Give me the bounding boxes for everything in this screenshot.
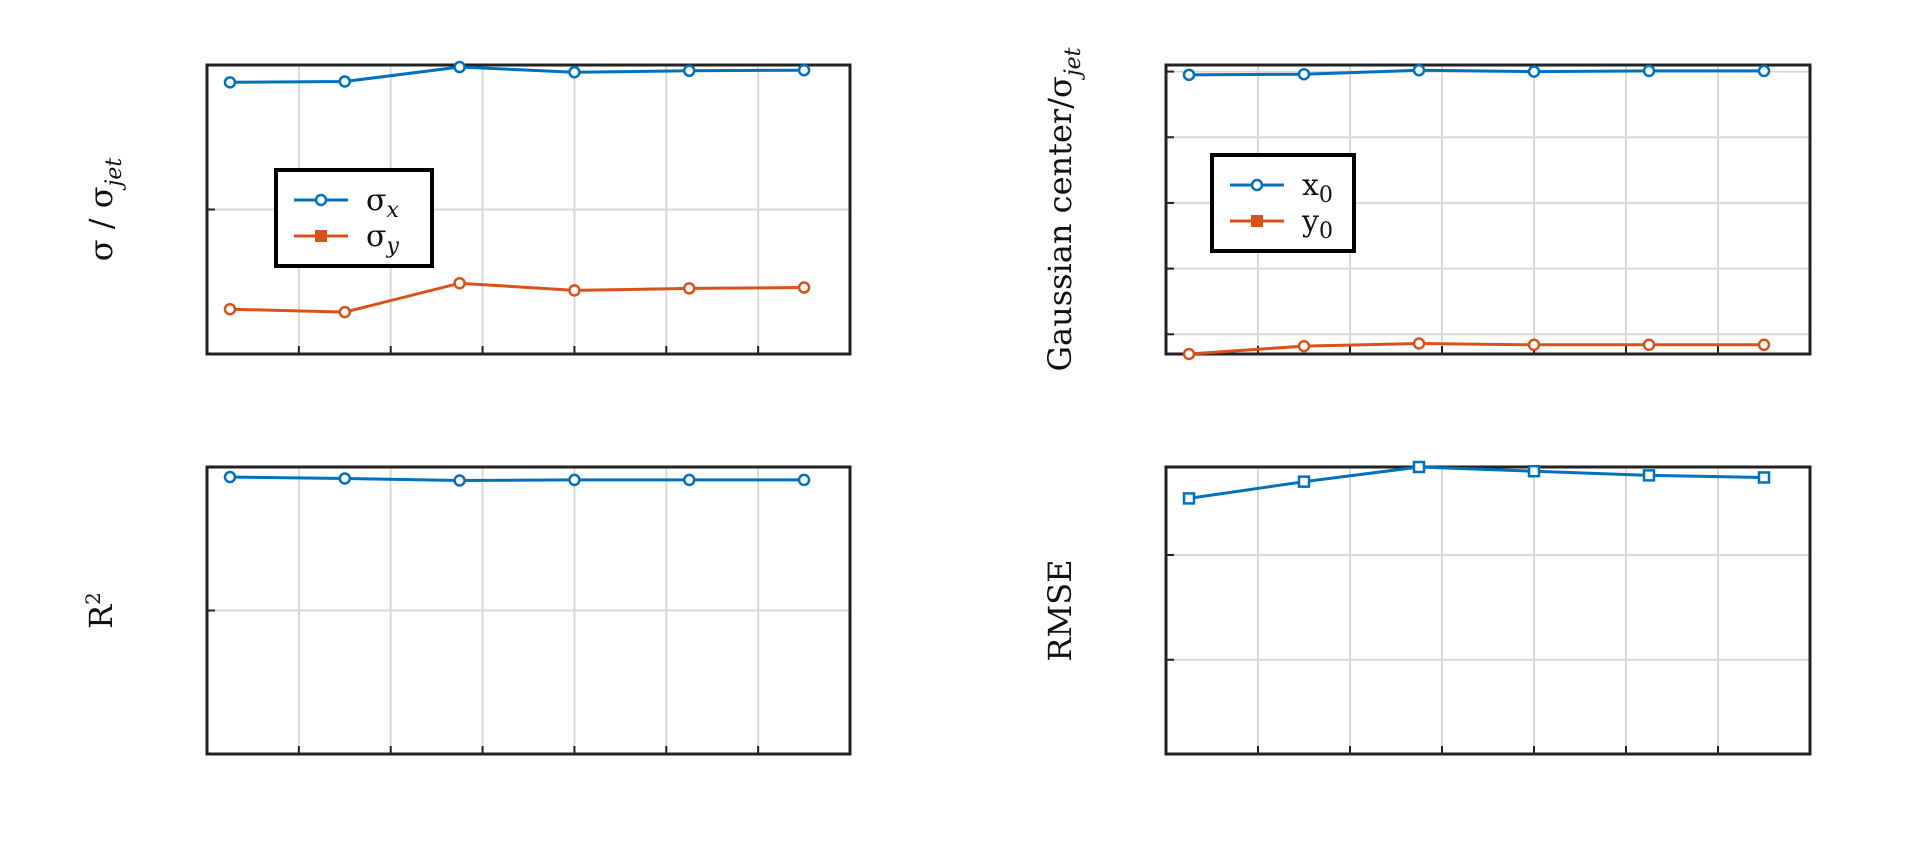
data-point-a-0 [338,75,352,88]
y-axis-label-subscript: jet [102,158,127,192]
legend-entry-text: σ [366,219,386,254]
data-point-b-0 [1527,65,1541,78]
panel-c: R2 [81,465,852,756]
data-point-a-1 [223,302,237,316]
legend-entry-0: σx [366,183,399,223]
axes-box-d [1164,465,1812,756]
data-point-a-0 [683,64,696,78]
legend-frame [274,168,434,268]
series-line-b-1 [1188,341,1764,356]
data-point-b-1 [1527,338,1541,352]
legend-entry-subscript: y [385,234,399,259]
data-point-b-0 [1297,67,1311,81]
legend-entry-text: σ [366,183,386,218]
legend-entry-0: x0 [1302,168,1333,208]
legend-entry-subscript: 0 [1319,183,1333,208]
data-point-c-0 [683,473,696,487]
legend-marker [314,193,328,207]
data-point-a-1 [683,282,696,295]
data-point-d-0 [1757,471,1771,484]
series-line-c-0 [229,475,805,483]
panel-d: RMSE [1041,460,1812,756]
data-point-a-1 [453,276,466,290]
series-line-a-1 [229,281,805,314]
series-line-d-0 [1188,465,1765,500]
data-point-b-1 [1412,337,1426,350]
data-point-b-1 [1297,339,1311,353]
data-point-a-1 [338,305,352,319]
data-point-a-0 [797,63,811,77]
y-axis-label-superscript: 2 [81,592,105,605]
data-point-b-0 [1182,68,1196,82]
data-point-c-0 [223,470,237,484]
data-point-c-0 [797,473,811,487]
y-axis-label-c: R2 [81,592,120,629]
series-line-b-0 [1188,68,1764,77]
legend-entry-subscript: x [386,198,399,223]
data-point-b-1 [1182,347,1196,361]
data-point-b-0 [1412,64,1426,77]
data-point-a-0 [223,76,237,89]
data-point-a-0 [568,65,581,79]
legend-marker [1251,215,1263,227]
data-point-c-0 [568,473,581,487]
data-point-d-0 [1527,464,1541,478]
axes-box-b [1164,63,1812,356]
legend-marker [315,230,327,242]
y-axis-label-text: σ / σ [82,186,120,261]
legend-marker [1250,178,1264,192]
legend-frame [1210,153,1356,253]
data-point-d-0 [1182,492,1196,505]
y-axis-label-text: RMSE [1041,559,1079,661]
data-point-b-1 [1757,338,1771,352]
legend-entry-1: y0 [1301,204,1333,244]
data-point-b-0 [1757,64,1771,78]
y-axis-label-b: Gaussian center/σjet [1041,47,1086,371]
y-axis-label-text: Gaussian center/σ [1041,76,1079,371]
legend-entry-text: y [1301,204,1319,239]
data-point-c-0 [338,472,352,485]
data-point-b-0 [1642,64,1656,78]
legend-entry-1: σy [366,219,399,259]
data-point-a-1 [568,284,581,297]
y-axis-label-d: RMSE [1041,559,1079,661]
data-point-a-0 [453,60,466,74]
data-point-d-0 [1412,460,1426,474]
legend-entry-subscript: 0 [1319,219,1333,244]
series-line-a-0 [229,65,805,84]
data-point-d-0 [1642,469,1656,482]
y-axis-label-text: R [82,604,120,629]
data-point-a-1 [797,281,811,294]
y-axis-label-a: σ / σjet [82,158,127,262]
data-point-b-1 [1642,338,1656,352]
data-point-c-0 [453,474,466,487]
legend-entry-text: x [1302,168,1319,203]
y-axis-label-subscript: jet [1061,47,1086,81]
data-point-d-0 [1297,475,1311,488]
